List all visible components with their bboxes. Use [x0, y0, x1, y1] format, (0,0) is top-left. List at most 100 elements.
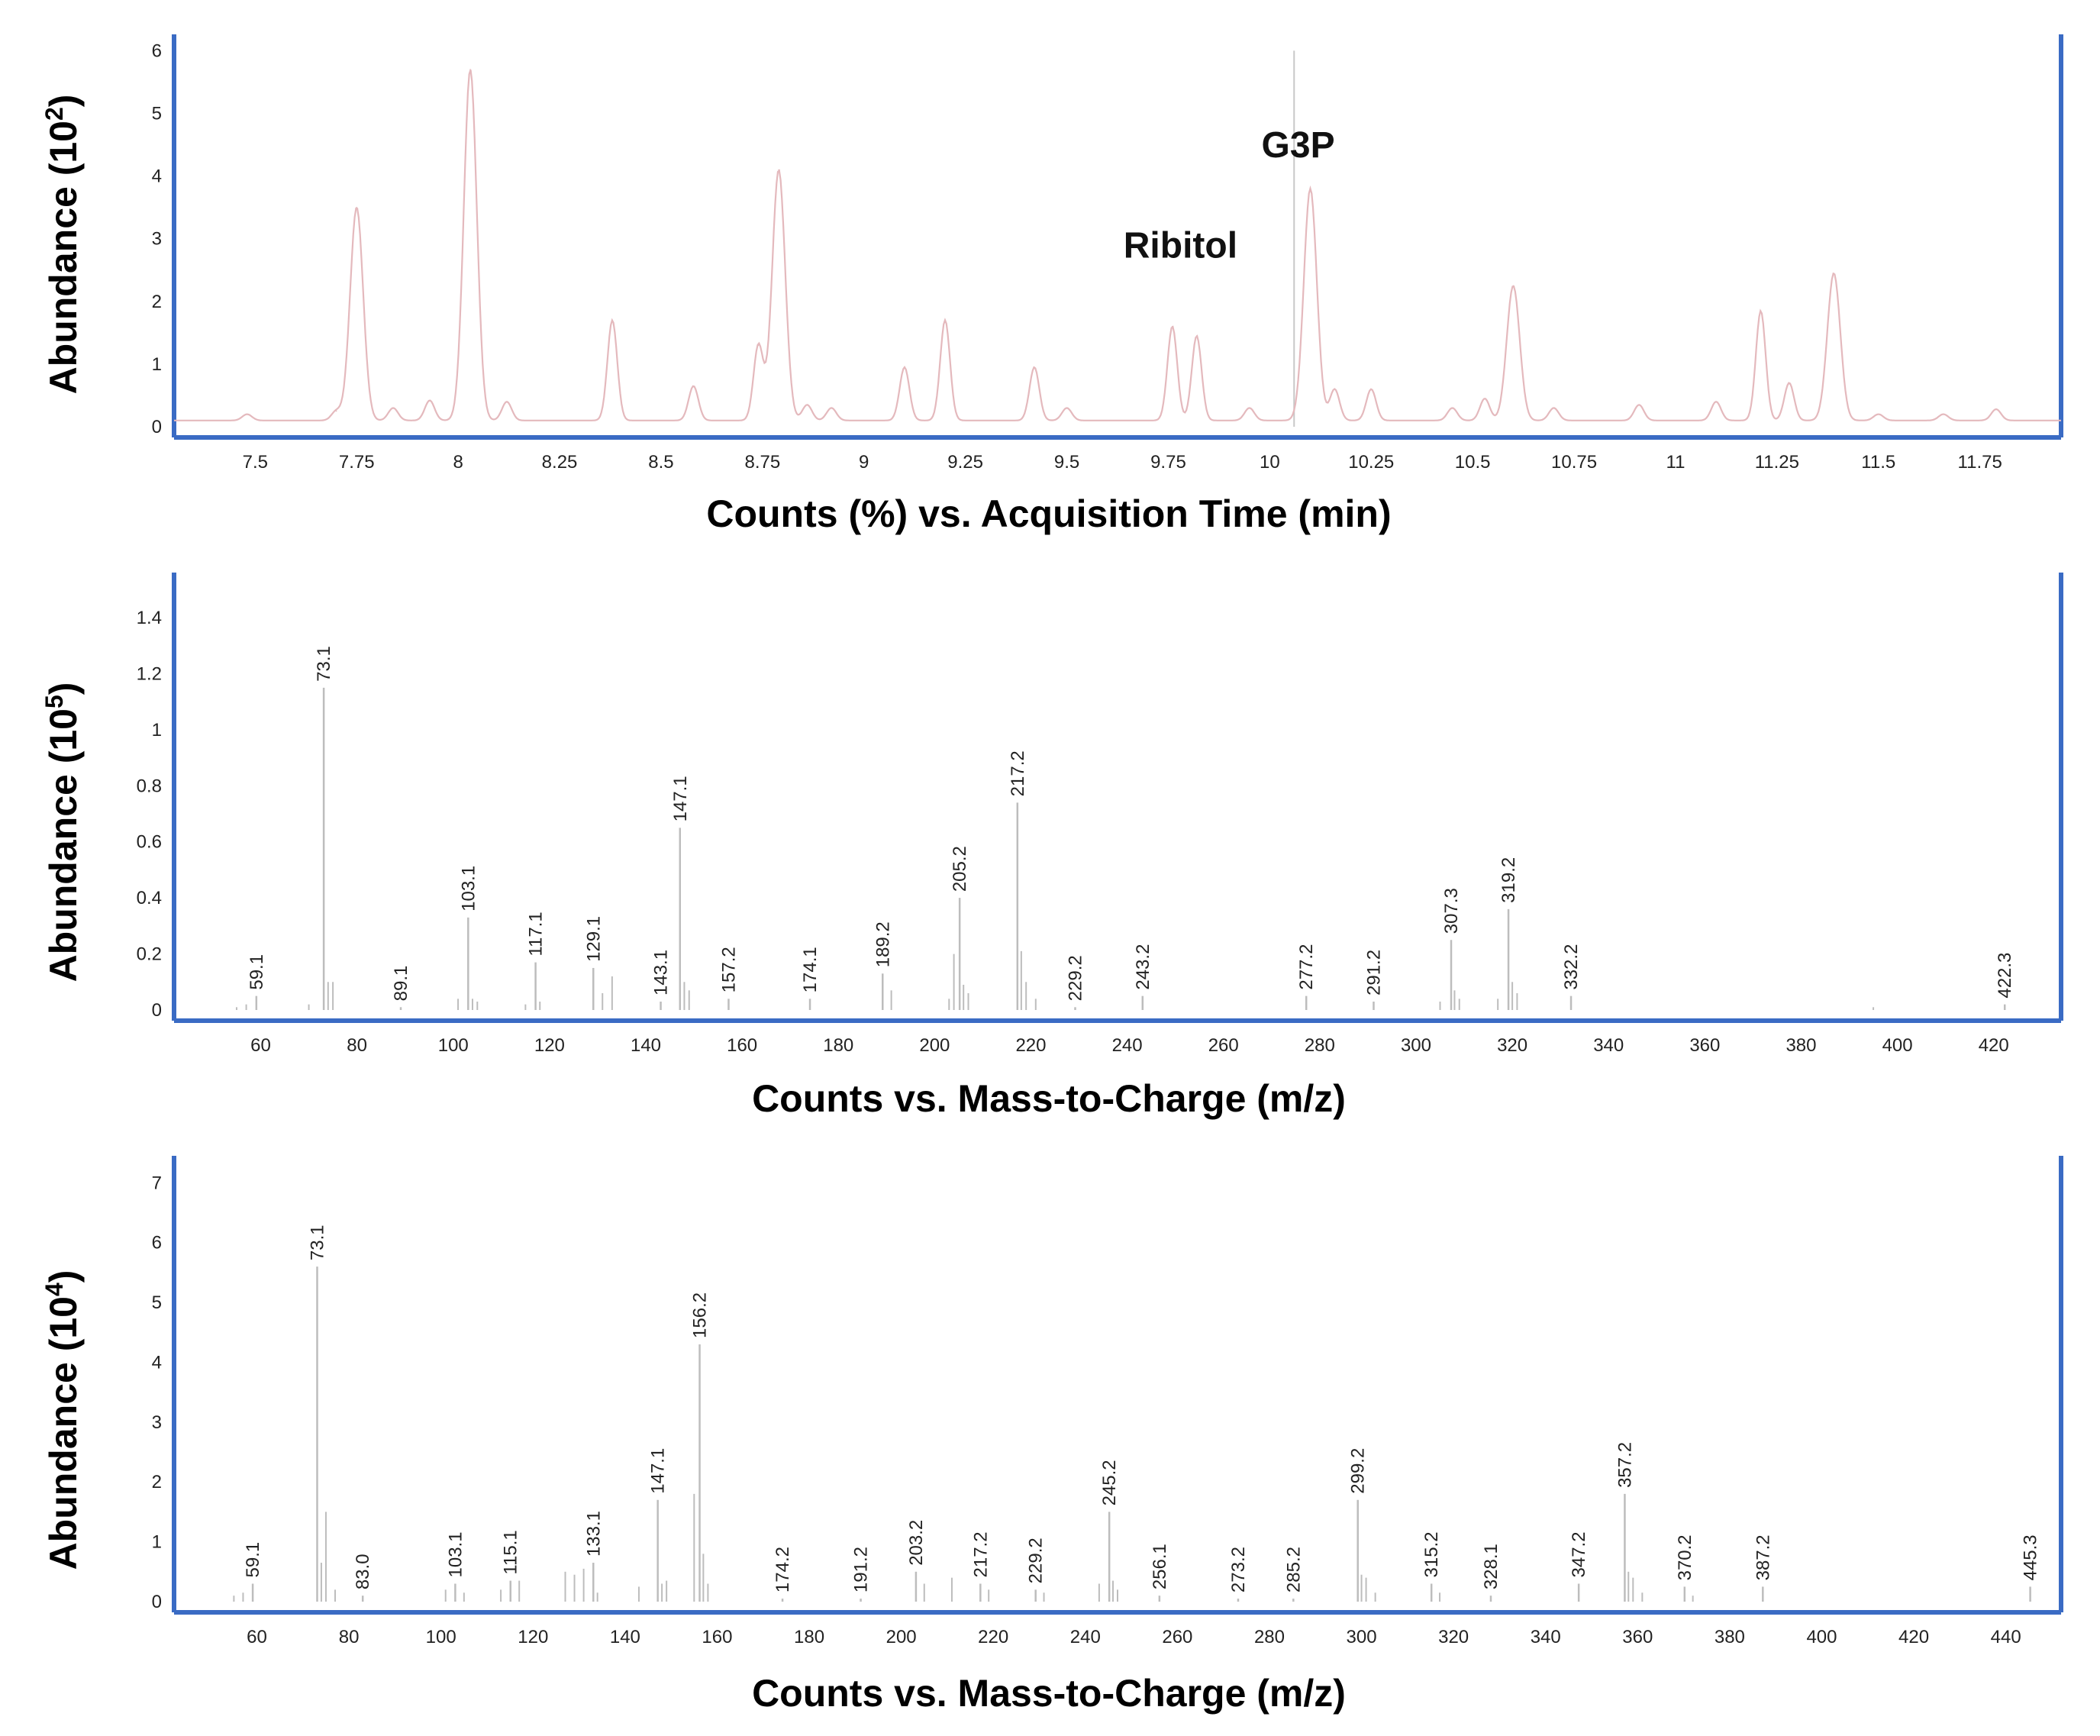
x-tick-label: 60 — [250, 1035, 271, 1056]
spectrum-peak-label: 73.1 — [308, 1225, 328, 1260]
chromatogram-peak — [1484, 398, 1485, 399]
spectrum-peak-label-group: 73.1 — [308, 1225, 328, 1260]
spectrum-peak-label-group: 203.2 — [906, 1520, 927, 1566]
x-tick-label: 9.5 — [1054, 452, 1079, 473]
chromatogram-trace — [174, 69, 2061, 421]
mass-spectrum-g3p-panel: 60 80 100 120 140 160 180 200 220 240 260 280 300 320… — [0, 1145, 2100, 1736]
y-tick-label: 2 — [152, 1472, 162, 1492]
spectrum-peak-label-group: 256.1 — [1150, 1544, 1170, 1589]
y-axis-title-close: ) — [42, 682, 85, 695]
spectrum-peak-label: 157.2 — [718, 947, 739, 992]
y-tick-label: 0.6 — [137, 832, 162, 853]
spectrum-peak-label: 59.1 — [243, 1542, 263, 1578]
spectrum-peak-label-group: 357.2 — [1615, 1442, 1635, 1488]
spectrum-peak-label: 205.2 — [950, 846, 970, 892]
y-tick-label: 5 — [152, 1292, 162, 1313]
x-tick-label: 380 — [1715, 1627, 1745, 1647]
x-tick-label: 100 — [426, 1627, 456, 1647]
spectrum-peak-label-group: 174.1 — [800, 947, 821, 992]
x-tick-label: 280 — [1305, 1035, 1335, 1056]
spectrum-peak-label: 115.1 — [501, 1530, 521, 1574]
spectrum-peak-label: 332.2 — [1561, 944, 1582, 990]
spectrum-peak-label: 217.2 — [970, 1531, 991, 1577]
y-tick-label: 4 — [152, 1352, 162, 1373]
y-tick-label: 3 — [152, 229, 162, 250]
chromatogram-peak — [831, 407, 833, 409]
y-axis-title-base: Abundance (10 — [42, 1296, 85, 1570]
spectrum-peak-label: 328.1 — [1481, 1544, 1502, 1589]
x-tick-label: 380 — [1785, 1035, 1816, 1056]
x-tick-label: 140 — [610, 1627, 640, 1647]
x-tick-label: 11.25 — [1755, 452, 1799, 473]
y-axis-title-exponent: 4 — [40, 1283, 68, 1296]
peak-annotation-ribitol: Ribitol — [1124, 225, 1237, 266]
spectrum-peak-label: 347.2 — [1569, 1531, 1589, 1577]
spectrum-peak-label-group: 59.1 — [247, 954, 267, 990]
x-tick-label: 11 — [1666, 452, 1685, 473]
x-tick-label: 320 — [1497, 1035, 1527, 1056]
y-tick-label: 0.8 — [137, 776, 162, 796]
spectrum-peak-label: 117.1 — [526, 912, 547, 956]
y-axis-title-close: ) — [42, 1270, 85, 1283]
spectrum-peak-label: 307.3 — [1441, 888, 1462, 934]
spectrum-peak-label: 291.2 — [1363, 950, 1384, 995]
x-tick-label: 7.75 — [339, 452, 375, 473]
spectrum-peak-label: 370.2 — [1675, 1534, 1695, 1580]
spectrum-peak-label: 245.2 — [1099, 1460, 1120, 1505]
chromatogram-peak — [335, 410, 337, 412]
spectrum-peak-label-group: 59.1 — [243, 1542, 263, 1578]
spectrum-peak-label: 59.1 — [247, 954, 267, 990]
y-axis-title-base: Abundance (10 — [42, 708, 85, 982]
x-tick-label: 200 — [886, 1627, 917, 1647]
spectrum-peak-label-group: 332.2 — [1561, 944, 1582, 990]
x-tick-label: 8.75 — [744, 452, 780, 473]
y-tick-label: 5 — [152, 104, 162, 124]
y-tick-label: 2 — [152, 292, 162, 312]
spectrum-peak-label: 191.2 — [851, 1547, 872, 1592]
spectrum-peak-label: 129.1 — [583, 916, 604, 962]
spectrum-peak-label-group: 191.2 — [851, 1547, 872, 1592]
x-tick-label: 10.5 — [1455, 452, 1491, 473]
x-tick-label: 340 — [1593, 1035, 1624, 1056]
chromatogram-peak — [1995, 408, 1997, 410]
peak-annotation-g3p: G3P — [1262, 125, 1335, 166]
x-tick-label: 7.5 — [243, 452, 268, 473]
x-tick-label: 360 — [1622, 1627, 1653, 1647]
spectrum-peak-label: 319.2 — [1498, 857, 1519, 903]
spectrum-peak-label-group: 229.2 — [1066, 955, 1086, 1001]
spectrum-peak-label: 73.1 — [314, 646, 334, 682]
x-tick-label: 8.25 — [542, 452, 578, 473]
mass-spectrum-g3p-chart: 60 80 100 120 140 160 180 200 220 240 260 280 300 320… — [40, 1156, 2063, 1715]
spectrum-peak-label: 89.1 — [391, 966, 411, 1002]
x-tick-label: 420 — [1898, 1627, 1929, 1647]
y-axis-title-base: Abundance (10 — [42, 121, 85, 394]
spectrum-peak-label: 357.2 — [1615, 1442, 1635, 1488]
spectrum-peak-label-group: 291.2 — [1363, 950, 1384, 995]
y-tick-label: 0.4 — [137, 888, 162, 908]
chromatogram-peak — [506, 401, 508, 402]
x-tick-label: 200 — [919, 1035, 950, 1056]
spectrum-peak-label: 189.2 — [873, 921, 893, 967]
x-tick-label: 160 — [727, 1035, 757, 1056]
spectrum-peak-label-group: 277.2 — [1296, 944, 1317, 990]
spectrum-peak-label-group: 328.1 — [1481, 1544, 1502, 1589]
x-axis-title: Counts vs. Mass-to-Charge (m/z) — [752, 1672, 1346, 1715]
chromatogram-peak — [1943, 413, 1944, 415]
chromatogram-peak — [1553, 407, 1555, 409]
y-tick-label: 0 — [152, 417, 162, 437]
spectrum-peak-label-group: 229.2 — [1026, 1538, 1047, 1583]
x-tick-label: 11.5 — [1861, 452, 1895, 473]
spectrum-peak-label-group: 147.1 — [648, 1448, 669, 1494]
chromatogram-peak — [1034, 366, 1035, 368]
x-tick-label: 9.25 — [947, 452, 983, 473]
spectrum-peak-label: 445.3 — [2021, 1534, 2041, 1580]
y-tick-label: 3 — [152, 1412, 162, 1433]
spectrum-peak-label: 387.2 — [1753, 1534, 1773, 1580]
chromatogram-panel: 7.5 7.75 8 8.25 8.5 8.75 9 9.25 9.5 9.75 10 10.25 10… — [0, 0, 2100, 550]
spectrum-peak-label: 277.2 — [1296, 944, 1317, 990]
x-tick-label: 160 — [702, 1627, 732, 1647]
spectrum-peak-label-group: 89.1 — [391, 966, 411, 1002]
chromatogram-peak — [392, 407, 394, 409]
spectrum-peak-label-group: 174.2 — [773, 1547, 793, 1592]
chromatogram-peak — [1512, 285, 1515, 287]
